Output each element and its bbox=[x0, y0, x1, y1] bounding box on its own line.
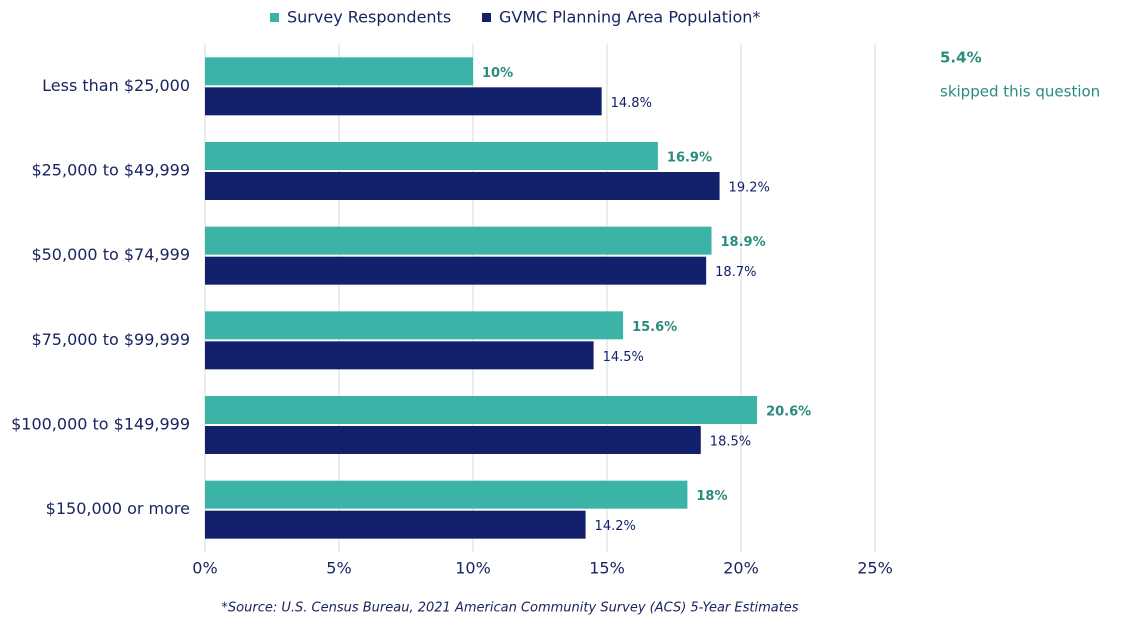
value-label: 14.8% bbox=[611, 96, 652, 111]
y-tick-label: $25,000 to $49,999 bbox=[31, 161, 190, 180]
bar bbox=[205, 510, 586, 539]
bar bbox=[205, 256, 707, 285]
bar bbox=[205, 426, 701, 454]
bar bbox=[205, 396, 758, 424]
value-label: 18.5% bbox=[710, 435, 751, 450]
y-tick-label: $100,000 to $149,999 bbox=[11, 415, 190, 434]
bar bbox=[205, 311, 624, 340]
annotation-text: skipped this question bbox=[940, 83, 1100, 101]
bar bbox=[205, 172, 720, 200]
y-tick-label: $50,000 to $74,999 bbox=[31, 245, 190, 264]
legend-label: GVMC Planning Area Population* bbox=[499, 8, 760, 27]
value-label: 18% bbox=[696, 489, 727, 504]
x-tick-label: 5% bbox=[326, 559, 351, 578]
legend-label: Survey Respondents bbox=[287, 8, 451, 27]
x-tick-label: 15% bbox=[589, 559, 625, 578]
value-label: 14.5% bbox=[603, 350, 644, 365]
value-label: 18.9% bbox=[721, 235, 766, 250]
y-tick-label: $75,000 to $99,999 bbox=[31, 330, 190, 349]
bar bbox=[205, 480, 688, 509]
value-label: 19.2% bbox=[729, 181, 770, 196]
legend-swatch bbox=[270, 13, 279, 22]
bar bbox=[205, 341, 594, 370]
bar bbox=[205, 226, 712, 255]
y-tick-label: Less than $25,000 bbox=[42, 76, 190, 95]
legend-swatch bbox=[482, 13, 491, 22]
x-tick-label: 0% bbox=[192, 559, 217, 578]
x-tick-label: 20% bbox=[723, 559, 759, 578]
value-label: 14.2% bbox=[595, 519, 636, 534]
value-label: 18.7% bbox=[715, 265, 756, 280]
bar bbox=[205, 142, 658, 170]
bar bbox=[205, 57, 473, 86]
x-tick-label: 10% bbox=[455, 559, 491, 578]
annotation-value: 5.4% bbox=[940, 49, 982, 67]
value-label: 15.6% bbox=[632, 320, 677, 335]
value-label: 10% bbox=[482, 66, 513, 81]
source-note: *Source: U.S. Census Bureau, 2021 Americ… bbox=[221, 601, 798, 616]
value-label: 16.9% bbox=[667, 151, 712, 166]
bar bbox=[205, 87, 602, 116]
x-tick-label: 25% bbox=[857, 559, 893, 578]
value-label: 20.6% bbox=[766, 405, 811, 420]
y-tick-label: $150,000 or more bbox=[46, 499, 190, 518]
